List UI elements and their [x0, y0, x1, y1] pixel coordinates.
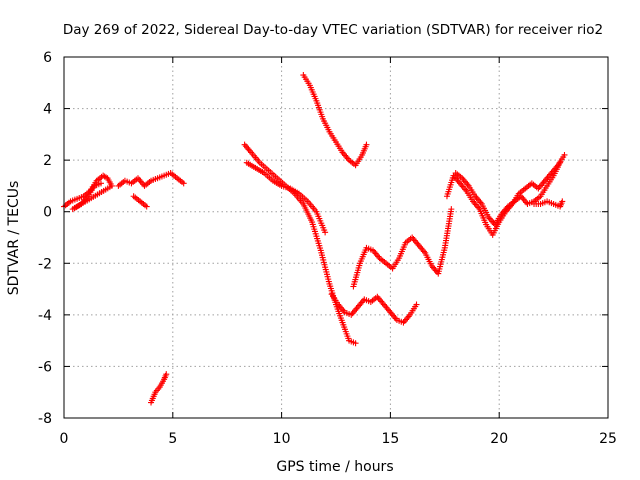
axis-ticks: 0 5 10 15 20 25 -8 -6 -4 -2 0 2 4 6	[38, 50, 617, 447]
y-tick-label: -2	[38, 256, 52, 272]
series-arc-12	[531, 198, 566, 210]
data-point	[413, 301, 420, 308]
plot-frame	[63, 56, 609, 419]
series-arc-1	[61, 172, 115, 213]
series-arc-7	[300, 72, 370, 169]
series-arc-11	[452, 159, 564, 228]
x-tick-label: 15	[381, 431, 399, 447]
y-tick-label: 0	[43, 205, 52, 221]
y-axis-label: SDTVAR / TECUs	[6, 181, 22, 296]
x-tick-label: 0	[60, 431, 69, 447]
x-tick-label: 25	[599, 431, 617, 447]
grid	[64, 57, 608, 418]
data-point	[180, 180, 187, 187]
data-point	[352, 340, 359, 347]
y-tick-label: -8	[38, 411, 52, 427]
series-arc-6	[243, 159, 329, 236]
data-point	[559, 198, 566, 205]
data-points	[61, 72, 568, 406]
data-point	[448, 206, 455, 213]
data-point	[322, 229, 329, 236]
data-point	[97, 180, 104, 187]
data-point	[363, 141, 370, 148]
series-arc-10	[443, 151, 568, 238]
y-tick-label: 2	[43, 153, 52, 169]
series-arc-3	[130, 193, 150, 210]
data-point	[561, 151, 568, 158]
series-arc-2	[115, 170, 187, 189]
y-tick-label: -4	[38, 308, 52, 324]
data-point	[557, 159, 564, 166]
x-tick-label: 20	[490, 431, 508, 447]
chart-title: Day 269 of 2022, Sidereal Day-to-day VTE…	[63, 22, 603, 38]
y-tick-label: 4	[43, 102, 52, 118]
x-axis-label: GPS time / hours	[276, 459, 393, 475]
y-tick-label: -6	[38, 359, 52, 375]
series-arc-4	[148, 371, 170, 406]
data-point	[163, 371, 170, 378]
y-tick-label: 6	[43, 50, 52, 66]
series-arc-8	[328, 291, 420, 326]
x-tick-label: 5	[168, 431, 177, 447]
series-arc-9	[350, 206, 455, 290]
data-point	[143, 203, 150, 210]
x-tick-label: 10	[273, 431, 291, 447]
